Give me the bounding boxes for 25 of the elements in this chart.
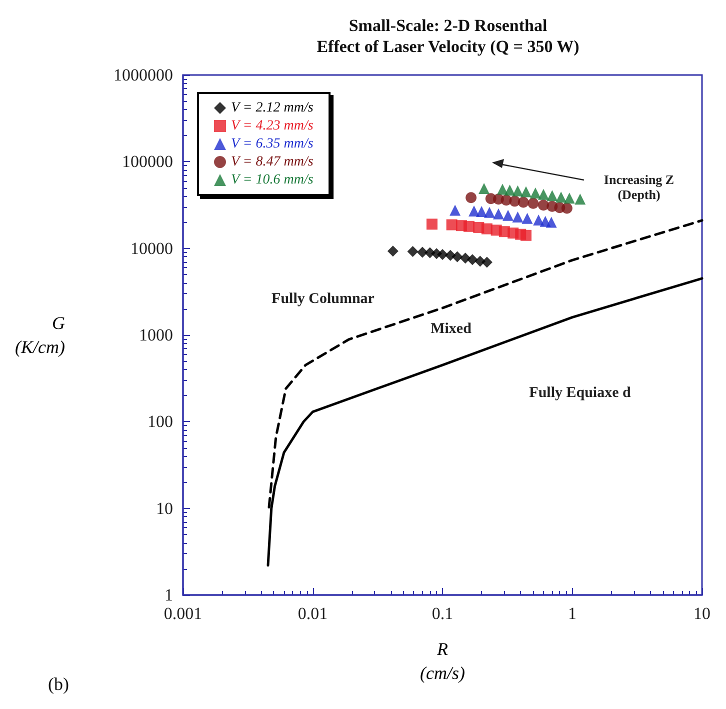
legend-label: V = 10.6 mm/s <box>231 172 314 188</box>
y-tick-label: 1000 <box>139 326 173 344</box>
y-tick-label: 1 <box>164 586 173 604</box>
annotation: Increasing Z (Depth) <box>604 172 674 202</box>
annotation: Fully Columnar <box>272 291 375 307</box>
y-axis-title: G (K/cm) <box>15 313 66 357</box>
y-tick-label: 1000000 <box>114 66 173 84</box>
legend-label: V = 8.47 mm/s <box>231 154 314 170</box>
y-tick-label: 10 <box>156 498 173 518</box>
legend-label: V = 2.12 mm/s <box>231 100 314 116</box>
x-axis-title: R (cm/s) <box>420 639 465 683</box>
text: (b) <box>48 674 69 694</box>
annotation: Fully Equiaxe d <box>529 385 632 401</box>
chart-title: Small-Scale: 2-D Rosenthal Effect of Laser Velocity (Q = 350 W) <box>316 16 580 56</box>
y-tick-label: 10000 <box>130 238 173 258</box>
y-tick-label: 100 <box>148 412 173 432</box>
legend-label: V = 6.35 mm/s <box>231 136 314 152</box>
legend-label: V = 4.23 mm/s <box>231 118 314 134</box>
x-tick-label: 0.001 <box>164 604 202 623</box>
x-tick-label: 1 <box>568 604 576 623</box>
x-tick-label: 0.01 <box>298 604 328 623</box>
x-tick-label: 0.1 <box>432 604 454 623</box>
x-tick-label: 10 <box>694 604 710 623</box>
annotation: Mixed <box>430 321 472 337</box>
y-tick-label: 100000 <box>122 152 173 172</box>
